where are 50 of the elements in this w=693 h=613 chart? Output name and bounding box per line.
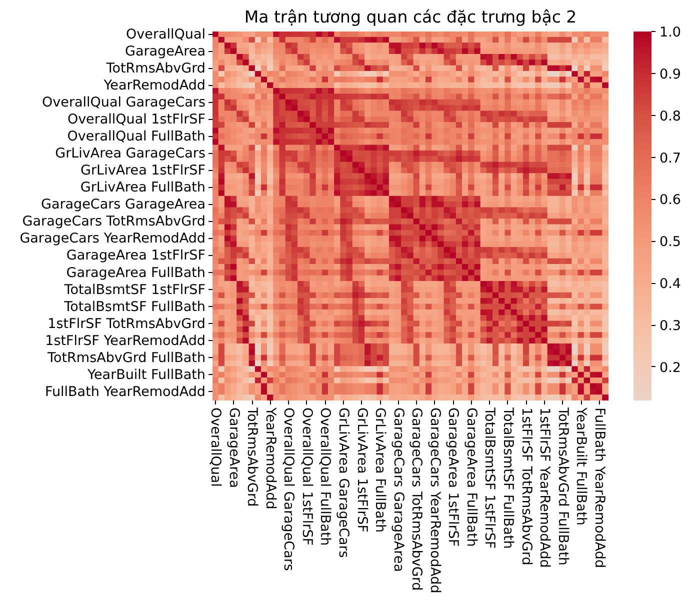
x-tick-label: TotRmsAbvGrd FullBath (554, 406, 571, 566)
x-tick-label: TotalBsmtSF 1stFlrSF (482, 406, 498, 549)
y-tick-label: GrLivArea GarageCars (55, 146, 206, 162)
y-tick-label: TotalBsmtSF FullBath (63, 298, 206, 315)
color-bar-label: 0.6 (660, 192, 681, 208)
y-tick-label: YearBuilt FullBath (86, 366, 206, 383)
chart-title: Ma trận tương quan các đặc trưng bậc 2 (244, 8, 577, 26)
color-bar-label: 0.8 (660, 108, 681, 124)
x-tick-label: GarageCars GarageArea (390, 408, 406, 572)
x-tick-label: OverallQual FullBath (317, 408, 334, 546)
color-bar-label: 0.4 (660, 276, 681, 292)
y-tick-label: TotRmsAbvGrd FullBath (46, 350, 206, 366)
y-tick-label: GarageArea 1stFlrSF (66, 248, 206, 264)
x-tick-label: YearRemodAdd (262, 406, 278, 510)
x-tick-label: FullBath YearRemodAdd (591, 408, 608, 568)
y-tick-label: YearRemodAdd (102, 77, 206, 94)
y-tick-label: OverallQual GarageCars (42, 94, 206, 110)
x-tick-label: GrLivArea GarageCars (335, 408, 352, 558)
x-tick-label: GarageCars YearRemodAdd (426, 408, 443, 594)
x-tick-label: GrLivArea FullBath (372, 408, 388, 533)
y-tick-label: FullBath YearRemodAdd (44, 384, 206, 400)
color-bar-label: 0.2 (660, 360, 681, 376)
y-tick-label: TotalBsmtSF 1stFlrSF (63, 282, 206, 298)
color-bar-label: 0.5 (660, 234, 681, 250)
y-tick-label: OverallQual FullBath (67, 128, 206, 145)
y-tick-label: 1stFlrSF TotRmsAbvGrd (48, 316, 206, 332)
x-tick-label: GrLivArea 1stFlrSF (354, 408, 370, 532)
x-tick-label: YearBuilt FullBath (573, 406, 590, 526)
color-bar-label: 0.9 (660, 66, 681, 82)
y-tick-label: GrLivArea FullBath (80, 180, 206, 196)
y-tick-label: GarageArea FullBath (66, 264, 206, 281)
x-tick-label: GarageArea 1stFlrSF (445, 408, 462, 547)
x-tick-label: 1stFlrSF TotRmsAbvGrd (518, 408, 534, 566)
color-bar-label: 0.3 (660, 318, 681, 334)
x-tick-label: 1stFlrSF YearRemodAdd (536, 408, 553, 568)
x-tick-label: TotalBsmtSF FullBath (500, 406, 516, 549)
y-tick-label: OverallQual (126, 26, 206, 42)
y-tick-label: TotRmsAbvGrd (105, 60, 206, 76)
y-tick-label: GarageCars GarageArea (40, 196, 206, 213)
x-tick-label: OverallQual 1stFlrSF (298, 408, 315, 546)
x-tick-label: GarageArea FullBath (463, 408, 480, 547)
x-tick-label: GarageCars TotRmsAbvGrd (408, 408, 425, 591)
y-tick-label: GarageArea (125, 43, 206, 60)
y-tick-label: GrLivArea 1stFlrSF (80, 162, 206, 179)
y-tick-label: OverallQual 1stFlrSF (67, 111, 206, 128)
y-tick-label: 1stFlrSF YearRemodAdd (45, 332, 206, 349)
color-bar-label: 1.0 (660, 24, 681, 40)
y-tick-label: GarageCars TotRmsAbvGrd (22, 214, 206, 230)
y-tick-label: GarageCars YearRemodAdd (20, 230, 206, 247)
color-bar-label: 0.7 (660, 150, 681, 166)
